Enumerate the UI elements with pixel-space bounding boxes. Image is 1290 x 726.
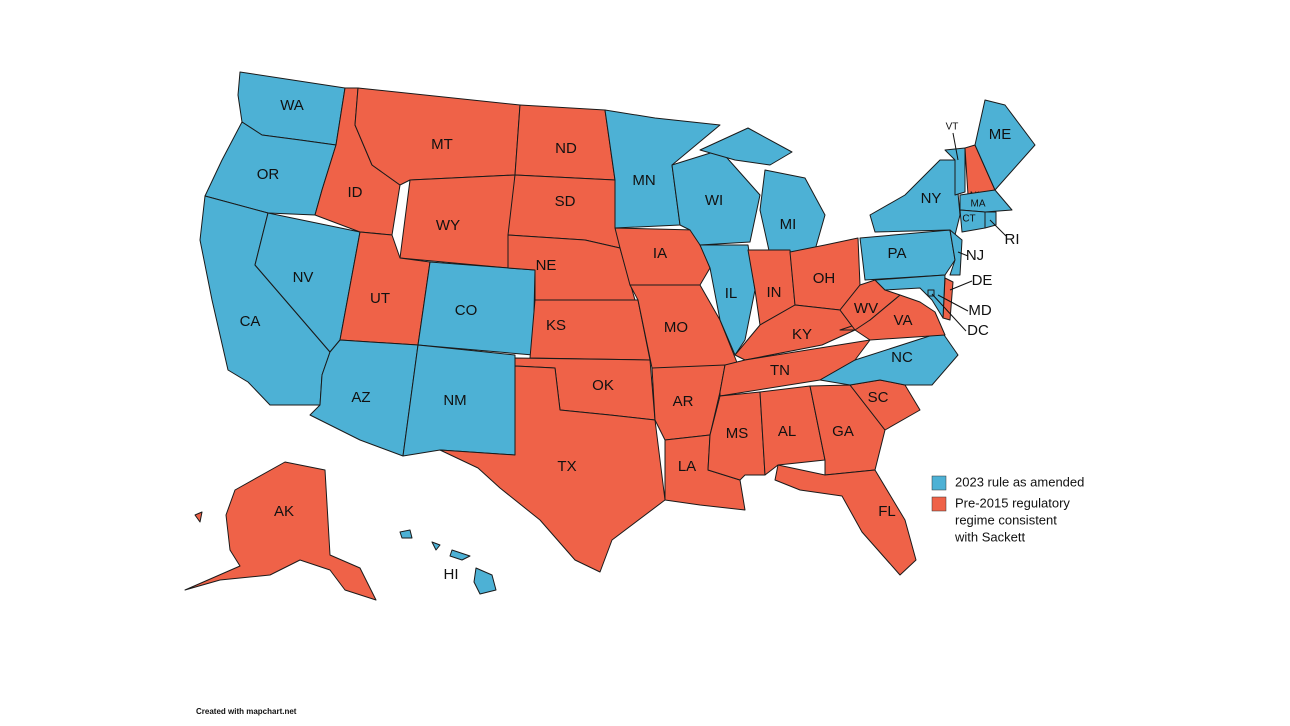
state-label: HI [444,566,459,583]
state [719,339,871,397]
state-label: NC [891,349,913,366]
state-label: MN [632,172,655,189]
state-label: NY [921,190,942,207]
state-label: TX [557,458,576,475]
state-label: TN [770,362,790,379]
state-label: MO [664,319,688,336]
state-label: OK [592,377,614,394]
state-label: RI [1005,231,1020,248]
state-label: KS [546,317,566,334]
state-shape [431,541,441,551]
leader-line [957,251,969,257]
state-shape [959,189,1013,213]
state-label: OR [257,166,280,183]
state-label: ME [989,126,1012,143]
state-label: NE [536,257,557,274]
state-label: GA [832,423,854,440]
state [944,147,966,196]
state-shape [774,464,917,576]
state-label: WI [705,192,723,209]
leader-line [952,132,959,161]
legend-swatch [931,475,947,491]
state-label: WV [854,300,878,317]
state-shape [184,461,377,601]
legend-label: with Sackett [954,529,1025,544]
state [974,99,1036,191]
state-label: CT [962,214,975,225]
state-label: SD [555,193,576,210]
state [874,274,946,319]
state-shape [839,279,901,331]
leader-line [989,219,1007,237]
state-label: ND [555,140,577,157]
state-shape [194,511,203,523]
state [759,385,826,476]
state-label: IN [767,284,782,301]
state [859,229,956,281]
state-label: AZ [351,389,370,406]
state [774,464,917,576]
state-shape [974,99,1036,191]
state-label: FL [878,503,896,520]
state-shape [944,147,966,196]
state-label: CA [240,313,261,330]
state [959,189,1013,213]
state-shape [719,339,871,397]
state-label: MI [780,216,797,233]
state [839,279,901,331]
state-label: VA [894,312,913,329]
legend-label: regime consistent [955,512,1057,527]
state-label: PA [888,245,907,262]
state-shape [399,529,413,539]
state-label: AR [673,393,694,410]
state-label: MD [968,302,991,319]
state-shape [449,549,471,561]
state-label: DC [967,322,989,339]
state-shape [859,229,956,281]
state-shape [949,229,963,276]
state-shape [874,274,946,319]
state-label: CO [455,302,478,319]
legend-label: 2023 rule as amended [955,474,1084,489]
state-label: MA [971,199,986,210]
state-shape [819,331,959,386]
state-label: NJ [966,247,984,264]
state [949,229,963,276]
state [819,331,959,386]
leader-line [937,294,969,312]
state-label: WY [436,217,460,234]
state-label: KY [792,326,812,343]
state-label: NM [443,392,466,409]
state-label: MT [431,136,453,153]
state-shape [473,567,497,595]
state-label: MS [726,425,749,442]
state [399,529,497,595]
state-label: AL [778,423,796,440]
state-label: ID [348,184,363,201]
state-label: IL [725,285,738,302]
state-label: NV [293,269,314,286]
credit: Created with mapchart.net [196,707,297,716]
state-label: DE [972,272,993,289]
state-label: LA [678,458,696,475]
state-label: AK [274,503,294,520]
state [184,461,377,601]
state-label: VT [946,122,959,133]
leader-line [931,293,967,332]
leader-line [949,280,973,291]
state-label: WA [280,97,304,114]
state-shape [759,385,826,476]
legend-swatch [931,496,947,512]
state-shape [699,127,793,166]
legend-label: Pre-2015 regulatory [955,495,1070,510]
state-label: SC [868,389,889,406]
state-label: UT [370,290,390,307]
state-label: IA [653,245,667,262]
state-label: OH [813,270,836,287]
